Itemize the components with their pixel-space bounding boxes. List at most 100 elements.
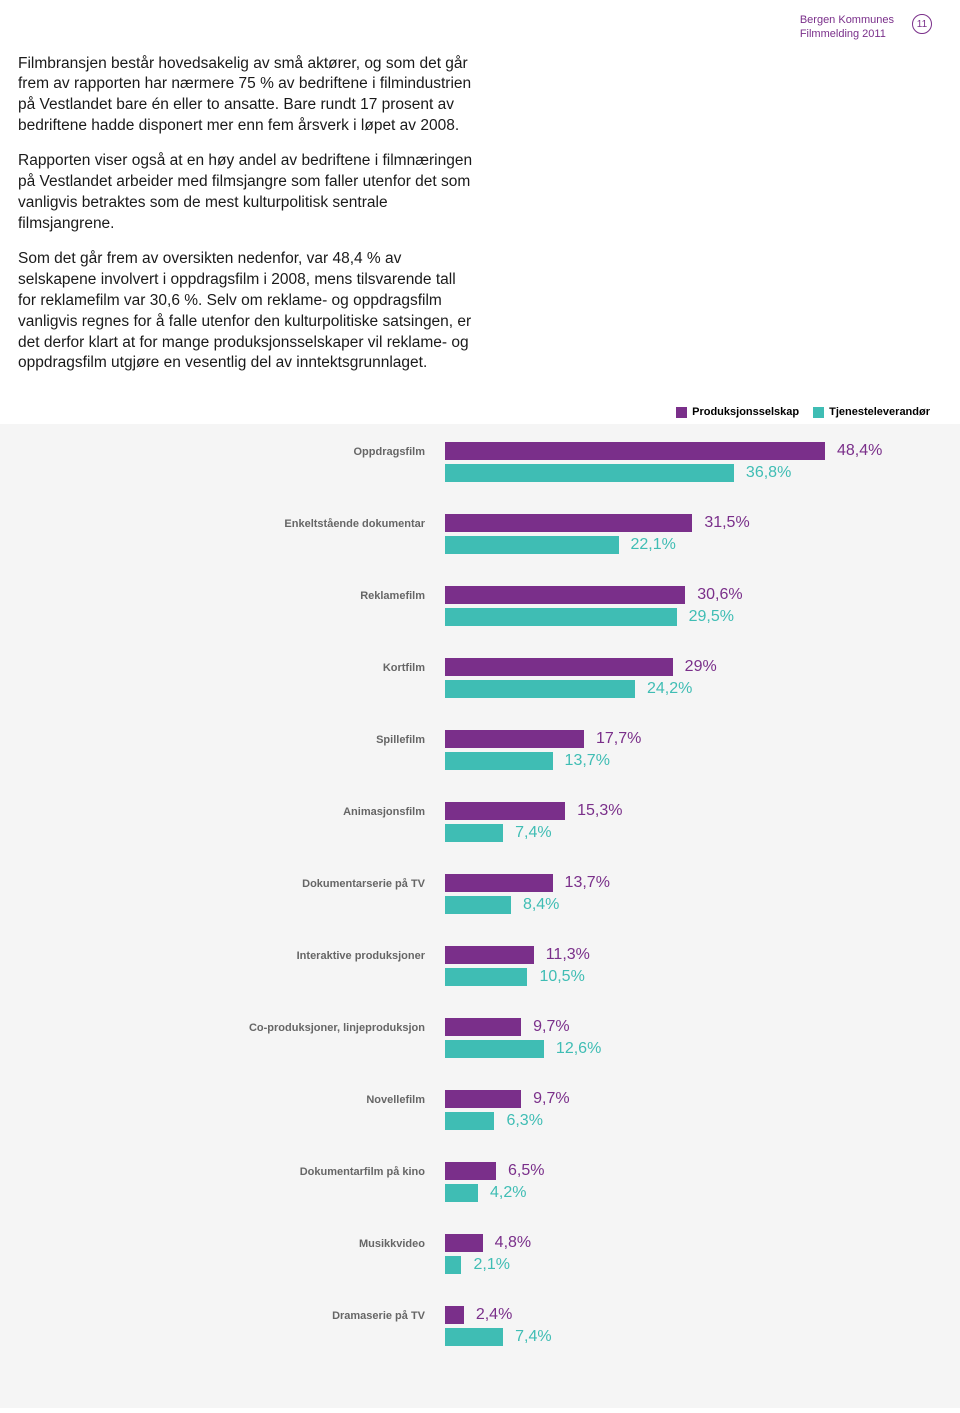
bar-value-series2: 7,4% [515, 1329, 551, 1345]
bar-value-series2: 22,1% [631, 537, 676, 553]
chart-row-bars: 9,7% 6,3% [445, 1090, 930, 1134]
chart-row: Musikkvideo4,8%2,1% [30, 1234, 930, 1278]
bar-line-series1: 13,7% [445, 874, 930, 892]
bar-series1 [445, 1234, 483, 1252]
chart-row: Reklamefilm 30,6% 29,5% [30, 586, 930, 630]
bar-line-series1: 2,4% [445, 1306, 930, 1324]
legend-swatch-series2 [813, 407, 824, 418]
chart-row-bars: 2,4%7,4% [445, 1306, 930, 1350]
chart-row-bars: 13,7% 8,4% [445, 874, 930, 918]
bar-line-series2: 24,2% [445, 680, 930, 698]
bar-series2 [445, 896, 511, 914]
bar-value-series2: 13,7% [565, 753, 610, 769]
bar-value-series2: 6,3% [506, 1113, 542, 1129]
bar-value-series2: 24,2% [647, 681, 692, 697]
bar-series1 [445, 514, 692, 532]
bar-line-series2: 6,3% [445, 1112, 930, 1130]
paragraph-1: Filmbransjen består hovedsakelig av små … [18, 54, 475, 138]
chart-row-bars: 31,5% 22,1% [445, 514, 930, 558]
bar-value-series1: 11,3% [546, 947, 590, 963]
bar-line-series1: 48,4% [445, 442, 930, 460]
bar-series2 [445, 752, 553, 770]
bar-series2 [445, 1112, 494, 1130]
chart-row-bars: 9,7% 12,6% [445, 1018, 930, 1062]
bar-value-series2: 4,2% [490, 1185, 526, 1201]
chart-row: Dokumentarserie på TV13,7%8,4% [30, 874, 930, 918]
chart-row-label: Reklamefilm [30, 586, 445, 602]
header-title-line2: Filmmelding 2011 [800, 28, 886, 40]
legend-swatch-series1 [676, 407, 687, 418]
bar-value-series2: 36,8% [746, 465, 791, 481]
bar-value-series1: 13,7% [565, 875, 610, 891]
header-title-line1: Bergen Kommunes [800, 14, 894, 26]
bar-value-series1: 30,6% [697, 587, 742, 603]
bar-series1 [445, 442, 825, 460]
bar-series2 [445, 1328, 503, 1346]
chart-row-label: Dramaserie på TV [30, 1306, 445, 1322]
header-title: Bergen Kommunes Filmmelding 2011 [800, 14, 894, 42]
legend-label-series2: Tjenesteleverandør [829, 406, 930, 418]
bar-line-series2: 7,4% [445, 824, 930, 842]
chart-row: Dramaserie på TV2,4%7,4% [30, 1306, 930, 1350]
bar-series2 [445, 824, 503, 842]
bar-line-series2: 22,1% [445, 536, 930, 554]
bar-line-series1: 30,6% [445, 586, 930, 604]
bar-series1 [445, 658, 673, 676]
legend-item-series1: Produksjonsselskap [676, 406, 799, 418]
bar-series1 [445, 1018, 521, 1036]
bar-line-series1: 9,7% [445, 1090, 930, 1108]
bar-value-series2: 29,5% [689, 609, 734, 625]
bar-line-series2: 29,5% [445, 608, 930, 626]
bar-line-series1: 9,7% [445, 1018, 930, 1036]
chart-row-label: Enkeltstående dokumentar [30, 514, 445, 530]
chart-row-bars: 48,4% 36,8% [445, 442, 930, 486]
chart-row: Kortfilm29%24,2% [30, 658, 930, 702]
bar-line-series2: 7,4% [445, 1328, 930, 1346]
bar-value-series2: 12,6% [556, 1041, 601, 1057]
bar-line-series2: 13,7% [445, 752, 930, 770]
bar-series2 [445, 1040, 544, 1058]
paragraph-2: Rapporten viser også at en høy andel av … [18, 151, 475, 235]
bar-series1 [445, 802, 565, 820]
legend-label-series1: Produksjonsselskap [692, 406, 799, 418]
bar-value-series2: 8,4% [523, 897, 559, 913]
bar-value-series1: 2,4% [476, 1307, 512, 1323]
bar-value-series2: 2,1% [473, 1257, 509, 1273]
bar-value-series1: 6,5% [508, 1163, 544, 1179]
bar-value-series1: 29% [685, 659, 717, 675]
bar-value-series1: 9,7% [533, 1091, 569, 1107]
chart-row-label: Dokumentarfilm på kino [30, 1162, 445, 1178]
bar-value-series2: 10,5% [539, 969, 584, 985]
bar-series2 [445, 1184, 478, 1202]
bar-series2 [445, 536, 619, 554]
chart-row-label: Oppdragsfilm [30, 442, 445, 458]
chart-row-label: Spillefilm [30, 730, 445, 746]
chart-row-label: Interaktive produksjoner [30, 946, 445, 962]
paragraph-3: Som det går frem av oversikten nedenfor,… [18, 249, 475, 375]
bar-line-series1: 17,7% [445, 730, 930, 748]
bar-line-series2: 8,4% [445, 896, 930, 914]
chart-row-bars: 15,3% 7,4% [445, 802, 930, 846]
chart-row: Enkeltstående dokumentar 31,5% 22,1% [30, 514, 930, 558]
bar-value-series1: 17,7% [596, 731, 641, 747]
chart-row-bars: 6,5% 4,2% [445, 1162, 930, 1206]
bar-line-series1: 4,8% [445, 1234, 930, 1252]
bar-series2 [445, 1256, 461, 1274]
bar-value-series1: 9,7% [533, 1019, 569, 1035]
chart-row: Spillefilm 17,7% 13,7% [30, 730, 930, 774]
bar-series2 [445, 464, 734, 482]
bar-line-series1: 11,3% [445, 946, 930, 964]
bar-series2 [445, 608, 677, 626]
page-header: Bergen Kommunes Filmmelding 2011 11 [0, 0, 960, 42]
chart-row-bars: 17,7% 13,7% [445, 730, 930, 774]
chart-row: Interaktive produksjoner 11,3% 10,5% [30, 946, 930, 990]
page-number-badge: 11 [912, 14, 932, 34]
bar-series1 [445, 1162, 496, 1180]
bar-value-series1: 15,3% [577, 803, 622, 819]
chart-row: Animasjonsfilm15,3%7,4% [30, 802, 930, 846]
bar-series2 [445, 968, 527, 986]
chart-row-bars: 4,8% 2,1% [445, 1234, 930, 1278]
bar-series1 [445, 1090, 521, 1108]
bar-value-series1: 31,5% [704, 515, 749, 531]
chart-row: Co-produksjoner, linjeproduksjon9,7%12,6… [30, 1018, 930, 1062]
